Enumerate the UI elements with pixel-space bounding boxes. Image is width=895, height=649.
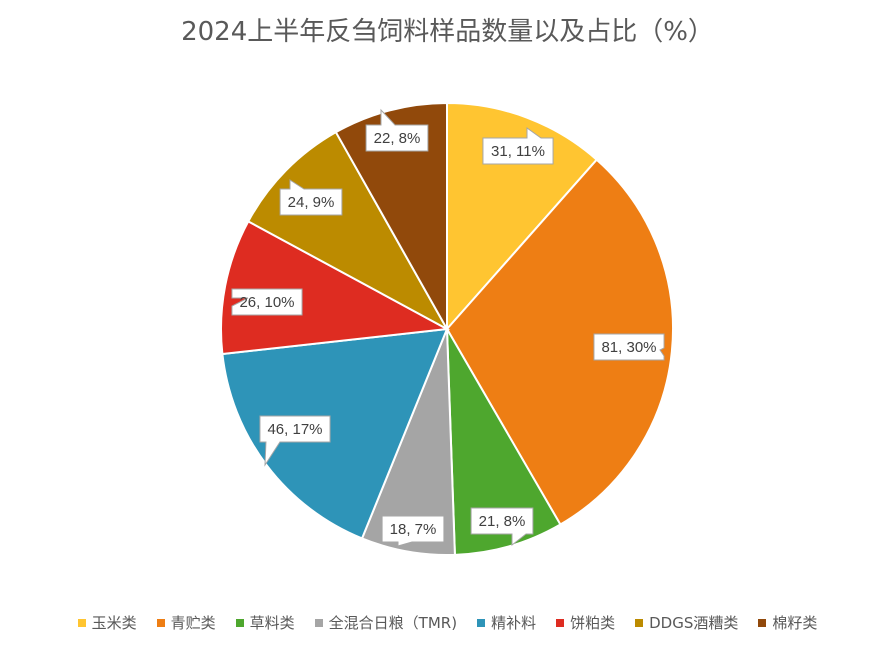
data-label-text: 81, 30% — [601, 339, 656, 356]
legend-label: 饼粕类 — [570, 614, 616, 632]
legend-item-meal: 饼粕类 — [556, 612, 615, 633]
pie-chart: 31, 11% 81, 30% 21, 8% 18, 7% 46, 17% 26, 10%… — [220, 101, 674, 556]
pie-slice-silage — [445, 158, 674, 526]
data-label-box — [259, 415, 331, 467]
legend-swatch — [556, 618, 565, 627]
legend-item-forage: 草料类 — [235, 612, 295, 633]
pie-slice-forage — [446, 328, 562, 556]
data-label-meal: 26, 10% — [231, 288, 303, 316]
pie-slice-meal — [220, 220, 451, 356]
legend-label: 全混合日粮（TMR) — [328, 614, 458, 632]
legend-label: 草料类 — [249, 614, 295, 632]
legend-item-ddgs: DDGS酒糟类 — [635, 612, 738, 633]
data-label-box — [482, 127, 554, 165]
data-label-box — [470, 507, 534, 547]
pie-slice-cottonseed — [334, 101, 448, 333]
legend-label: 棉籽类 — [772, 614, 818, 632]
legend-swatch — [314, 618, 323, 627]
legend-item-concentrate: 精补料 — [477, 612, 536, 633]
data-label-text: 26, 10% — [239, 294, 294, 311]
legend-swatch — [477, 618, 486, 627]
data-label-box — [365, 108, 429, 152]
data-label-cottonseed: 22, 8% — [365, 108, 429, 152]
data-label-silage: 81, 30% — [593, 333, 665, 361]
pie-slice-concentrate — [221, 327, 449, 540]
data-label-forage: 21, 8% — [470, 507, 534, 547]
legend-swatch — [758, 618, 767, 627]
data-label-box — [231, 288, 303, 316]
data-label-text: 18, 7% — [390, 521, 437, 538]
legend-label: 玉米类 — [91, 614, 137, 632]
legend-label: DDGS酒糟类 — [649, 614, 739, 632]
legend-item-cottonseed: 棉籽类 — [758, 612, 817, 633]
data-label-box — [381, 515, 445, 547]
data-labels: 31, 11% 81, 30% 21, 8% 18, 7% 46, 17% 26, 10%… — [231, 108, 665, 547]
data-label-text: 21, 8% — [479, 513, 526, 530]
legend-label: 精补料 — [491, 614, 537, 632]
data-label-box — [593, 333, 665, 361]
pie-slices — [220, 101, 674, 556]
data-label-text: 31, 11% — [491, 143, 545, 160]
data-label-text: 22, 8% — [374, 130, 421, 147]
legend-swatch — [635, 618, 644, 627]
data-label-ddgs: 24, 9% — [279, 179, 343, 216]
legend-swatch — [235, 618, 244, 627]
data-label-concentrate: 46, 17% — [259, 415, 331, 467]
legend-label: 青贮类 — [170, 614, 216, 632]
legend-swatch — [156, 618, 165, 627]
legend-item-corn: 玉米类 — [77, 612, 137, 633]
data-label-corn: 31, 11% — [482, 127, 554, 165]
legend-item-silage: 青贮类 — [156, 612, 216, 633]
legend-swatch — [77, 618, 86, 627]
chart-title: 2024上半年反刍饲料样品数量以及占比（%） — [181, 17, 714, 47]
data-label-box — [279, 179, 343, 216]
data-label-tmr: 18, 7% — [381, 515, 445, 547]
data-label-text: 24, 9% — [288, 194, 335, 211]
pie-slice-ddgs — [246, 130, 450, 332]
legend: 玉米类 青贮类 草料类 全混合日粮（TMR) 精补料 饼粕类 DDGS酒糟类 棉籽类 — [0, 612, 895, 633]
legend-item-tmr: 全混合日粮（TMR) — [314, 612, 458, 633]
data-label-text: 46, 17% — [267, 421, 322, 438]
